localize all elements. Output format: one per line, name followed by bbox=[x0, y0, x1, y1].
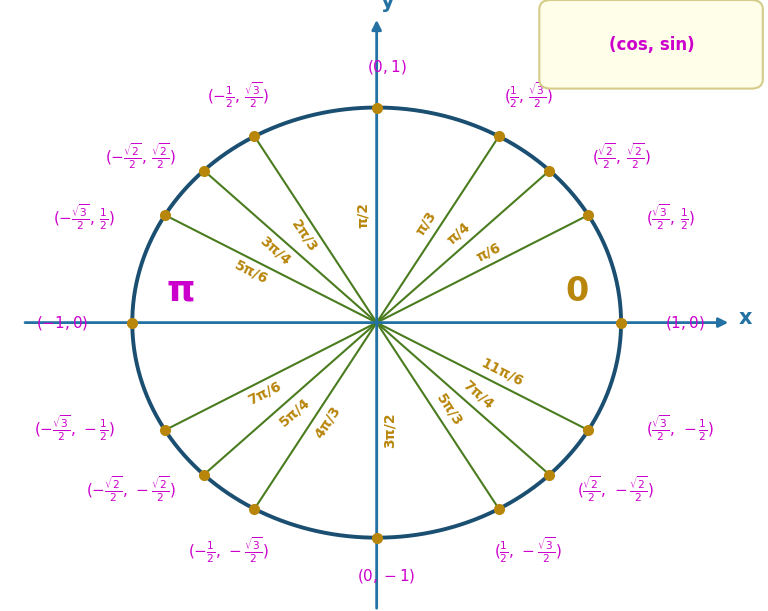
FancyBboxPatch shape bbox=[539, 0, 763, 89]
Text: $(\frac{1}{2},\, -\frac{\sqrt{3}}{2})$: $(\frac{1}{2},\, -\frac{\sqrt{3}}{2})$ bbox=[494, 535, 562, 565]
Text: π: π bbox=[167, 274, 195, 308]
Text: y: y bbox=[380, 0, 394, 12]
Text: $(\frac{1}{2},\, \frac{\sqrt{3}}{2})$: $(\frac{1}{2},\, \frac{\sqrt{3}}{2})$ bbox=[504, 81, 553, 110]
Text: $(0, 1)$: $(0, 1)$ bbox=[366, 58, 406, 76]
Text: π/3: π/3 bbox=[413, 209, 439, 238]
Text: $(\frac{\sqrt{2}}{2},\, -\frac{\sqrt{2}}{2})$: $(\frac{\sqrt{2}}{2},\, -\frac{\sqrt{2}}… bbox=[577, 474, 654, 503]
Text: $(-\frac{1}{2},\, \frac{\sqrt{3}}{2})$: $(-\frac{1}{2},\, \frac{\sqrt{3}}{2})$ bbox=[207, 81, 269, 110]
Text: 4π/3: 4π/3 bbox=[312, 403, 343, 441]
Text: 11π/6: 11π/6 bbox=[478, 356, 525, 389]
Text: 5π/6: 5π/6 bbox=[233, 258, 270, 287]
Text: 5π/3: 5π/3 bbox=[434, 391, 465, 428]
Text: $(-\frac{\sqrt{3}}{2},\, \frac{1}{2})$: $(-\frac{\sqrt{3}}{2},\, \frac{1}{2})$ bbox=[53, 203, 115, 232]
Text: 3π/2: 3π/2 bbox=[383, 412, 397, 448]
Text: $(-\frac{1}{2},\, -\frac{\sqrt{3}}{2})$: $(-\frac{1}{2},\, -\frac{\sqrt{3}}{2})$ bbox=[188, 535, 269, 565]
Text: $(\frac{\sqrt{3}}{2},\, -\frac{1}{2})$: $(\frac{\sqrt{3}}{2},\, -\frac{1}{2})$ bbox=[646, 413, 713, 442]
Text: π/6: π/6 bbox=[474, 240, 503, 264]
Text: π/2: π/2 bbox=[356, 202, 370, 228]
Text: $(\frac{\sqrt{2}}{2},\, \frac{\sqrt{2}}{2})$: $(\frac{\sqrt{2}}{2},\, \frac{\sqrt{2}}{… bbox=[591, 142, 650, 171]
Text: π/4: π/4 bbox=[445, 220, 473, 247]
Text: x: x bbox=[738, 308, 752, 327]
Text: $(\frac{\sqrt{3}}{2},\, \frac{1}{2})$: $(\frac{\sqrt{3}}{2},\, \frac{1}{2})$ bbox=[646, 203, 695, 232]
Text: $(1, 0)$: $(1, 0)$ bbox=[665, 313, 705, 332]
Text: 0: 0 bbox=[565, 275, 589, 308]
Text: $(0, -1)$: $(0, -1)$ bbox=[357, 567, 415, 585]
Text: $(-1, 0)$: $(-1, 0)$ bbox=[36, 313, 88, 332]
Text: 2π/3: 2π/3 bbox=[288, 217, 319, 254]
Text: 7π/6: 7π/6 bbox=[246, 379, 284, 408]
Text: $(-\frac{\sqrt{2}}{2},\, \frac{\sqrt{2}}{2})$: $(-\frac{\sqrt{2}}{2},\, \frac{\sqrt{2}}… bbox=[104, 142, 177, 171]
Text: $(-\frac{\sqrt{2}}{2},\, -\frac{\sqrt{2}}{2})$: $(-\frac{\sqrt{2}}{2},\, -\frac{\sqrt{2}… bbox=[86, 474, 177, 503]
Text: 7π/4: 7π/4 bbox=[460, 378, 496, 412]
Text: 5π/4: 5π/4 bbox=[276, 395, 313, 429]
Text: 3π/4: 3π/4 bbox=[257, 233, 293, 268]
Text: (cos, sin): (cos, sin) bbox=[608, 35, 694, 54]
Text: $(-\frac{\sqrt{3}}{2},\, -\frac{1}{2})$: $(-\frac{\sqrt{3}}{2},\, -\frac{1}{2})$ bbox=[35, 413, 115, 442]
